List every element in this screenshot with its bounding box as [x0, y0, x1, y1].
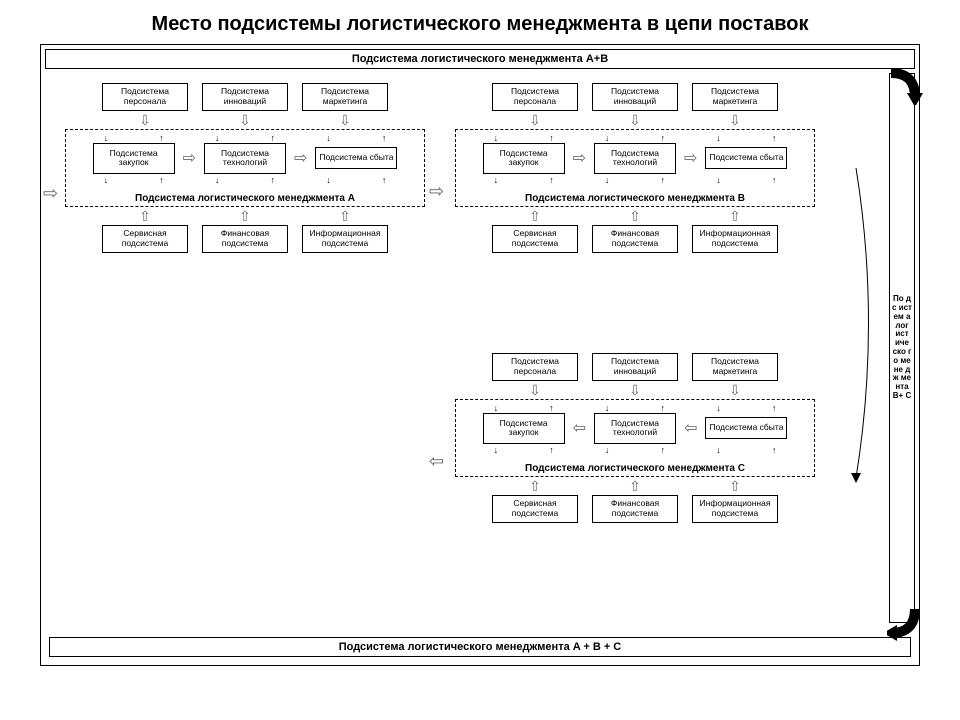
side-label-bar: По дс ист ем а лог ист иче ско го ме не … — [889, 73, 915, 623]
inner-arrows-bottom: ↓↑↓↑↓↑ — [462, 446, 808, 455]
arrow-down-icon: ⇩ — [102, 113, 188, 127]
corner-curve-top-icon — [887, 69, 923, 105]
box-innovation: Подсистема инноваций — [202, 83, 288, 111]
arrow-down-icon: ⇩ — [592, 113, 678, 127]
box-innovation: Подсистема инноваций — [592, 353, 678, 381]
box-marketing: Подсистема маркетинга — [302, 83, 388, 111]
box-info: Информационная подсистема — [692, 495, 778, 523]
box-finance: Финансовая подсистема — [592, 495, 678, 523]
arrow-up-icon: ⇧ — [492, 209, 578, 223]
arrow-up-icon: ⇧ — [492, 479, 578, 493]
flow-in-arrow-icon: ⇨ — [43, 183, 58, 204]
box-marketing: Подсистема маркетинга — [692, 83, 778, 111]
box-purchasing: Подсистема закупок — [483, 143, 565, 175]
arrow-up-icon: ⇧ — [102, 209, 188, 223]
block-c-center-row: Подсистема закупок ⇦ Подсистема технолог… — [462, 413, 808, 445]
arrows-down-row: ⇩ ⇩ ⇩ — [455, 113, 815, 127]
box-technology: Подсистема технологий — [204, 143, 286, 175]
block-b: Подсистема персонала Подсистема инноваци… — [455, 83, 815, 253]
outer-frame: Подсистема логистического менеджмента A+… — [40, 44, 920, 666]
arrow-up-icon: ⇧ — [692, 479, 778, 493]
block-c-top-row: Подсистема персонала Подсистема инноваци… — [455, 353, 815, 381]
box-sales: Подсистема сбыта — [705, 417, 787, 439]
arrow-down-icon: ⇩ — [692, 113, 778, 127]
block-b-center-row: Подсистема закупок ⇨ Подсистема технолог… — [462, 143, 808, 175]
inner-arrows-top: ↓↑↓↑↓↑ — [72, 134, 418, 143]
box-service: Сервисная подсистема — [492, 495, 578, 523]
block-a: Подсистема персонала Подсистема инноваци… — [65, 83, 425, 253]
arrows-down-row: ⇩ ⇩ ⇩ — [65, 113, 425, 127]
arrow-up-icon: ⇧ — [202, 209, 288, 223]
block-b-center: ↓↑↓↑↓↑ Подсистема закупок ⇨ Подсистема т… — [455, 129, 815, 208]
diagram-column: ⇨ Подсистема персонала Подсистема иннова… — [45, 73, 885, 623]
flow-a-to-b-arrow-icon: ⇨ — [429, 181, 444, 202]
box-purchasing: Подсистема закупок — [483, 413, 565, 445]
box-personnel: Подсистема персонала — [102, 83, 188, 111]
box-purchasing: Подсистема закупок — [93, 143, 175, 175]
header-bar: Подсистема логистического менеджмента A+… — [45, 49, 915, 69]
arrow-right-icon: ⇨ — [294, 148, 307, 168]
box-technology: Подсистема технологий — [594, 143, 676, 175]
arrow-down-icon: ⇩ — [692, 383, 778, 397]
footer-bar: Подсистема логистического менеджмента A … — [49, 637, 911, 657]
box-service: Сервисная подсистема — [102, 225, 188, 253]
arrow-down-icon: ⇩ — [492, 383, 578, 397]
page-title: Место подсистемы логистического менеджме… — [0, 0, 960, 44]
block-b-bottom-row: Сервисная подсистема Финансовая подсисте… — [455, 225, 815, 253]
main-area: ⇨ Подсистема персонала Подсистема иннова… — [41, 73, 919, 623]
corner-curve-bottom-icon — [887, 605, 923, 641]
box-marketing: Подсистема маркетинга — [692, 353, 778, 381]
block-a-bottom-row: Сервисная подсистема Финансовая подсисте… — [65, 225, 425, 253]
arrow-left-icon: ⇦ — [573, 418, 586, 438]
arrows-down-row: ⇩ ⇩ ⇩ — [455, 383, 815, 397]
box-technology: Подсистема технологий — [594, 413, 676, 445]
arrow-down-icon: ⇩ — [492, 113, 578, 127]
curve-b-to-c-icon — [851, 163, 891, 483]
inner-arrows-top: ↓↑↓↑↓↑ — [462, 134, 808, 143]
arrow-up-icon: ⇧ — [302, 209, 388, 223]
box-sales: Подсистема сбыта — [705, 147, 787, 169]
arrow-right-icon: ⇨ — [183, 148, 196, 168]
block-a-top-row: Подсистема персонала Подсистема инноваци… — [65, 83, 425, 111]
arrows-up-row: ⇧ ⇧ ⇧ — [65, 209, 425, 223]
arrow-left-icon: ⇦ — [684, 418, 697, 438]
arrow-up-icon: ⇧ — [692, 209, 778, 223]
box-info: Информационная подсистема — [302, 225, 388, 253]
arrow-down-icon: ⇩ — [202, 113, 288, 127]
block-c-label: Подсистема логистического менеджмента C — [462, 455, 808, 474]
arrow-down-icon: ⇩ — [592, 383, 678, 397]
inner-arrows-bottom: ↓↑↓↑↓↑ — [72, 176, 418, 185]
block-c-center: ↓↑↓↑↓↑ Подсистема закупок ⇦ Подсистема т… — [455, 399, 815, 478]
inner-arrows-top: ↓↑↓↑↓↑ — [462, 404, 808, 413]
block-a-center-row: Подсистема закупок ⇨ Подсистема технолог… — [72, 143, 418, 175]
arrows-up-row: ⇧ ⇧ ⇧ — [455, 209, 815, 223]
arrow-up-icon: ⇧ — [592, 479, 678, 493]
block-b-top-row: Подсистема персонала Подсистема инноваци… — [455, 83, 815, 111]
arrows-up-row: ⇧ ⇧ ⇧ — [455, 479, 815, 493]
block-c-bottom-row: Сервисная подсистема Финансовая подсисте… — [455, 495, 815, 523]
box-service: Сервисная подсистема — [492, 225, 578, 253]
box-sales: Подсистема сбыта — [315, 147, 397, 169]
box-personnel: Подсистема персонала — [492, 353, 578, 381]
box-info: Информационная подсистема — [692, 225, 778, 253]
box-innovation: Подсистема инноваций — [592, 83, 678, 111]
block-a-label: Подсистема логистического менеджмента A — [72, 185, 418, 204]
arrow-right-icon: ⇨ — [573, 148, 586, 168]
arrow-up-icon: ⇧ — [592, 209, 678, 223]
block-a-center: ↓↑↓↑↓↑ Подсистема закупок ⇨ Подсистема т… — [65, 129, 425, 208]
arrow-down-icon: ⇩ — [302, 113, 388, 127]
block-b-label: Подсистема логистического менеджмента B — [462, 185, 808, 204]
block-c: Подсистема персонала Подсистема инноваци… — [455, 353, 815, 523]
arrow-right-icon: ⇨ — [684, 148, 697, 168]
flow-c-out-arrow-icon: ⇦ — [429, 451, 444, 472]
box-finance: Финансовая подсистема — [202, 225, 288, 253]
box-finance: Финансовая подсистема — [592, 225, 678, 253]
inner-arrows-bottom: ↓↑↓↑↓↑ — [462, 176, 808, 185]
box-personnel: Подсистема персонала — [492, 83, 578, 111]
